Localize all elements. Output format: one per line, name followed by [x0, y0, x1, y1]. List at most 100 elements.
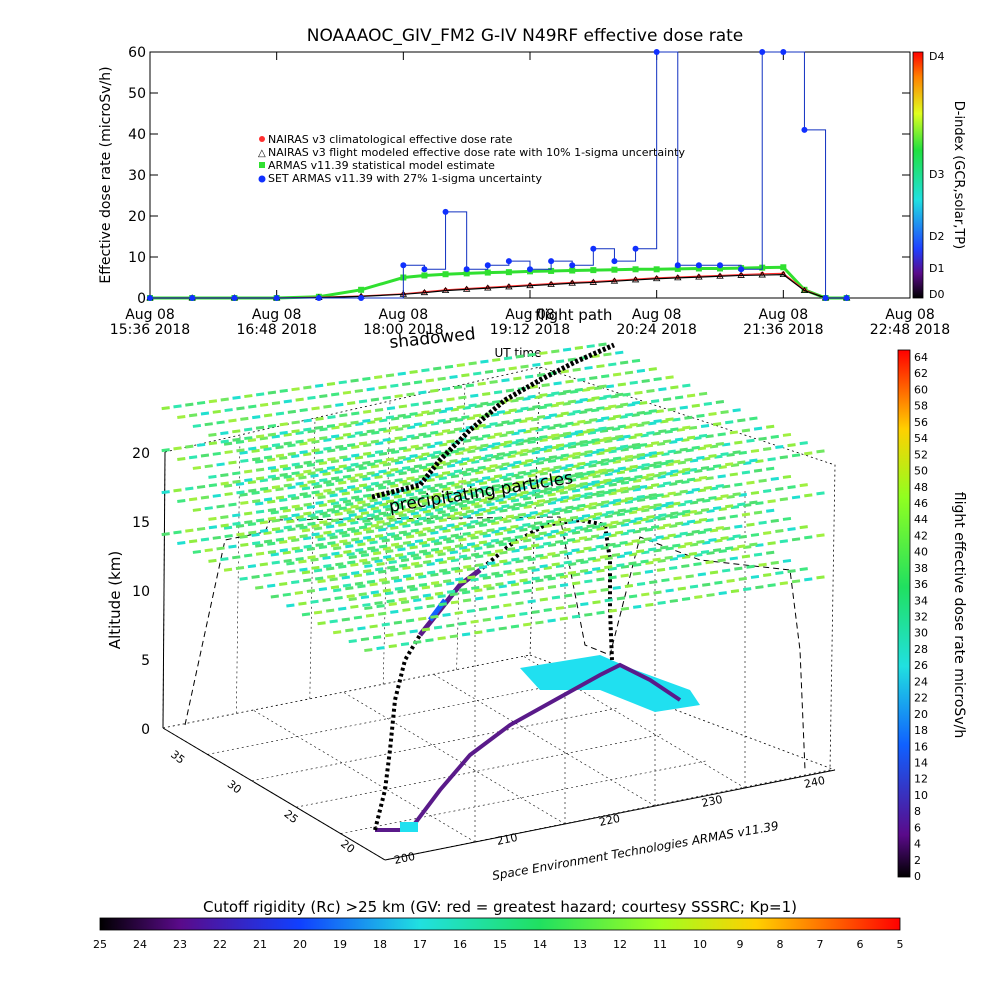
particle-dash — [441, 429, 451, 434]
cutoff-tick-label: 14 — [533, 938, 547, 951]
particle-dash — [437, 594, 446, 599]
particle-dash — [362, 418, 371, 423]
particle-dash — [491, 479, 500, 484]
particle-dash — [628, 594, 638, 599]
particle-dash — [425, 462, 435, 467]
particle-dash — [603, 352, 612, 357]
dose-tick-label: 60 — [914, 383, 928, 396]
particle-dash — [608, 482, 617, 487]
cutoff-tick-label: 25 — [93, 938, 107, 951]
particle-dash — [586, 428, 595, 433]
particle-dash — [470, 552, 480, 557]
particle-dash — [433, 499, 443, 504]
particle-dash — [604, 598, 613, 603]
particle-dash — [799, 525, 808, 530]
particle-dash — [746, 480, 755, 485]
particle-dash — [232, 521, 241, 526]
particle-dash — [473, 497, 482, 502]
particle-dash — [248, 530, 257, 535]
particle-dash — [294, 464, 304, 469]
particle-dash — [425, 638, 434, 643]
particle-dash — [653, 506, 662, 511]
particle-dash — [446, 523, 455, 528]
particle-dash — [374, 441, 384, 446]
particle-dash — [430, 581, 440, 586]
particle-dash — [520, 490, 529, 495]
map3d-grid — [207, 383, 746, 843]
particle-dash — [446, 581, 455, 586]
particle-dash — [398, 555, 407, 560]
particle-dash — [247, 438, 257, 443]
particle-dash — [299, 483, 308, 488]
particle-dash — [649, 496, 658, 501]
particle-dash — [287, 409, 297, 414]
particle-dash — [243, 469, 253, 474]
dose-tick-label: 48 — [914, 481, 928, 494]
particle-dash — [275, 529, 284, 534]
particle-dash — [563, 509, 573, 514]
particle-dash — [332, 588, 342, 593]
particle-dash — [681, 554, 691, 559]
particle-dash — [499, 559, 508, 564]
particle-dash — [791, 579, 801, 584]
particle-dash — [409, 503, 418, 508]
particle-dash — [749, 542, 758, 547]
particle-dash — [390, 450, 400, 455]
particle-dash — [616, 563, 625, 568]
particle-dash — [526, 533, 535, 538]
particle-dash — [684, 415, 693, 420]
particle-dash — [330, 392, 340, 397]
particle-dash — [402, 540, 412, 545]
data-point — [315, 295, 322, 301]
particle-dash — [455, 451, 464, 456]
particle-dash — [301, 486, 311, 491]
particle-dash — [303, 385, 312, 390]
particle-dash — [454, 484, 463, 489]
particle-dash — [480, 401, 489, 406]
particle-dash — [535, 536, 544, 541]
cutoff-tick-label: 17 — [413, 938, 427, 951]
particle-dash — [499, 592, 508, 597]
particle-dash — [450, 491, 459, 496]
latitude-tick-label: 20 — [338, 837, 357, 856]
particle-dash — [200, 411, 210, 416]
particle-dash — [418, 616, 427, 621]
particle-dash — [240, 542, 249, 547]
particle-dash — [518, 503, 528, 508]
legend-marker-2 — [259, 162, 265, 168]
particle-dash — [255, 501, 264, 506]
particle-dash — [339, 539, 348, 544]
particle-dash — [294, 548, 304, 553]
particle-dash — [413, 380, 423, 385]
particle-dash — [604, 556, 613, 561]
particle-dash — [782, 432, 792, 437]
particle-dash — [394, 544, 404, 549]
legend-entry-1: NAIRAS v3 flight modeled effective dose … — [268, 146, 685, 159]
particle-dash — [580, 560, 589, 565]
particle-dash — [332, 546, 342, 551]
particle-dash — [342, 457, 352, 462]
particle-dash — [676, 553, 686, 558]
particle-dash — [406, 542, 416, 547]
particle-dash — [474, 546, 483, 551]
particle-dash — [286, 603, 295, 608]
particle-dash — [353, 615, 363, 620]
particle-dash — [584, 449, 593, 454]
particle-dash — [327, 415, 336, 420]
particle-dash — [655, 451, 664, 456]
particle-dash — [507, 529, 516, 534]
particle-dash — [235, 439, 245, 444]
particle-dash — [402, 381, 411, 386]
particle-dash — [522, 522, 531, 527]
particle-dash — [386, 473, 395, 478]
particle-dash — [677, 586, 687, 591]
particle-dash — [449, 375, 458, 380]
particle-dash — [535, 544, 544, 549]
particle-dash — [641, 550, 650, 555]
particle-dash — [653, 461, 662, 466]
particle-dash — [402, 523, 411, 528]
particle-dash — [405, 618, 415, 623]
particle-dash — [353, 489, 363, 494]
particle-dash — [548, 413, 558, 418]
particle-dash — [348, 597, 357, 602]
